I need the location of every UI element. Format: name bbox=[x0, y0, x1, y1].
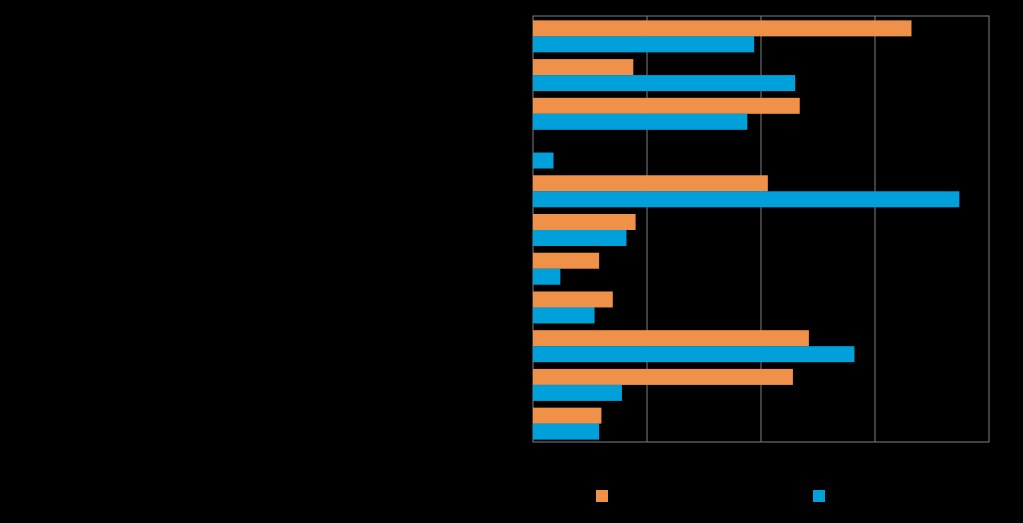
bar-series-2-category-8 bbox=[533, 307, 595, 324]
bar-series-2-category-4 bbox=[533, 152, 554, 169]
bars bbox=[533, 20, 960, 440]
bar-series-1-category-3 bbox=[533, 97, 800, 114]
bar-series-1-category-10 bbox=[533, 368, 793, 385]
bar-series-2-category-10 bbox=[533, 384, 622, 401]
bar-series-2-category-7 bbox=[533, 268, 561, 285]
bar-series-1-category-8 bbox=[533, 291, 613, 308]
bar-series-2-category-11 bbox=[533, 423, 600, 440]
bar-series-2-category-9 bbox=[533, 346, 855, 363]
bar-series-1-category-11 bbox=[533, 407, 602, 424]
bar-series-2-category-6 bbox=[533, 230, 627, 246]
bar-series-1-category-1 bbox=[533, 20, 912, 37]
bar-series-1-category-5 bbox=[533, 175, 768, 192]
bar-series-1-category-9 bbox=[533, 330, 809, 347]
legend-swatch-series-2 bbox=[813, 490, 825, 502]
bar-series-2-category-1 bbox=[533, 36, 755, 53]
legend-swatch-series-1 bbox=[596, 490, 608, 502]
bar-series-1-category-7 bbox=[533, 252, 600, 269]
bar-series-2-category-5 bbox=[533, 191, 960, 208]
bar-series-1-category-6 bbox=[533, 214, 636, 230]
bar-series-2-category-3 bbox=[533, 113, 748, 130]
bar-series-1-category-2 bbox=[533, 59, 634, 76]
bar-series-2-category-2 bbox=[533, 75, 796, 92]
